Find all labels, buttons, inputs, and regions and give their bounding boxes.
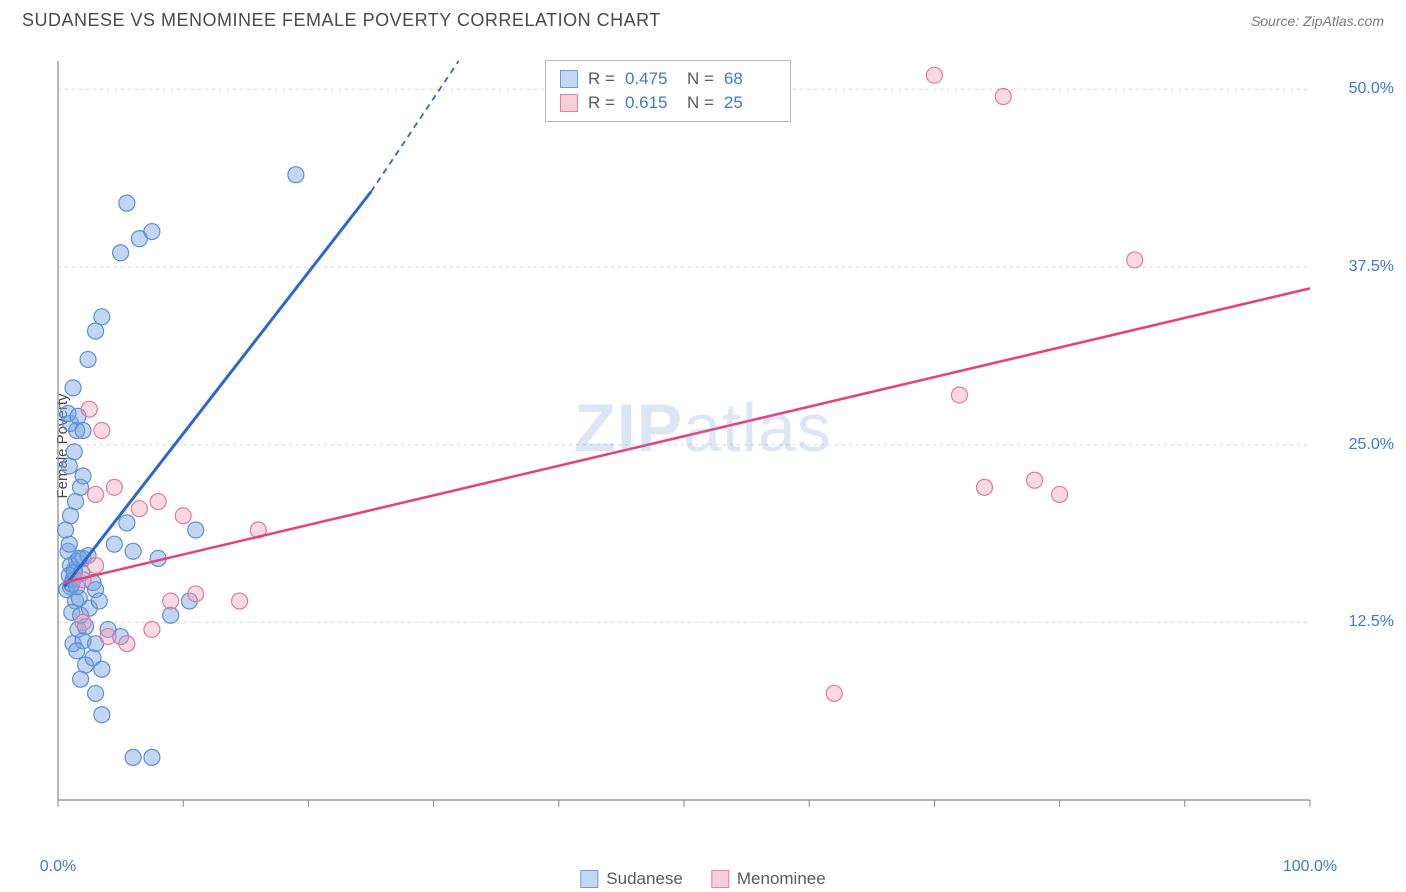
stats-legend-row: R = 0.615 N = 25 <box>560 91 776 115</box>
r-value: 0.475 <box>625 69 677 89</box>
legend-swatch <box>560 70 578 88</box>
legend-swatch <box>560 94 578 112</box>
x-tick-label: 100.0% <box>1283 858 1337 876</box>
chart-title: SUDANESE VS MENOMINEE FEMALE POVERTY COR… <box>22 10 661 31</box>
series-legend-item: Sudanese <box>580 869 683 889</box>
y-tick-label: 37.5% <box>1349 258 1394 276</box>
stats-legend-row: R = 0.475 N = 68 <box>560 67 776 91</box>
n-label: N = <box>687 69 714 89</box>
y-tick-label: 12.5% <box>1349 613 1394 631</box>
scatter-chart-svg <box>50 55 1380 840</box>
series-legend-item: Menominee <box>711 869 826 889</box>
legend-swatch <box>711 870 729 888</box>
x-tick-label: 0.0% <box>40 858 76 876</box>
n-value: 68 <box>724 69 776 89</box>
y-tick-label: 25.0% <box>1349 436 1394 454</box>
n-label: N = <box>687 93 714 113</box>
r-label: R = <box>588 69 615 89</box>
chart-area <box>50 55 1380 840</box>
series-legend: Sudanese Menominee <box>580 869 825 889</box>
r-label: R = <box>588 93 615 113</box>
series-legend-label: Menominee <box>737 869 826 889</box>
n-value: 25 <box>724 93 776 113</box>
stats-legend: R = 0.475 N = 68 R = 0.615 N = 25 <box>545 60 791 122</box>
r-value: 0.615 <box>625 93 677 113</box>
legend-swatch <box>580 870 598 888</box>
series-legend-label: Sudanese <box>606 869 683 889</box>
y-tick-label: 50.0% <box>1349 80 1394 98</box>
source-label: Source: ZipAtlas.com <box>1251 13 1384 29</box>
